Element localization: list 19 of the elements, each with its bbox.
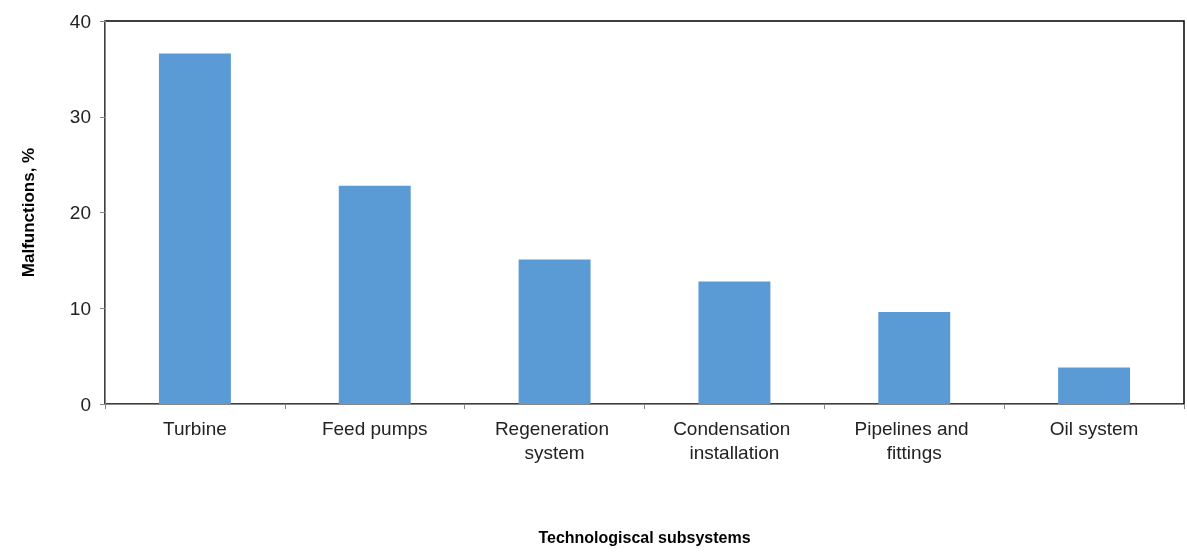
bar: [698, 281, 771, 404]
y-tick-label: 40: [69, 10, 91, 32]
bar: [518, 259, 591, 404]
x-tick-label: Turbine: [163, 417, 227, 439]
x-tick-label: Feed pumps: [321, 417, 428, 439]
bar: [878, 312, 951, 404]
y-tick-label: 30: [69, 106, 91, 128]
x-tick-label: Regeneration system: [494, 417, 615, 463]
bar: [1058, 367, 1131, 404]
bar: [158, 53, 231, 404]
bar: [338, 185, 411, 404]
y-tick-label: 10: [69, 297, 91, 319]
y-tick-label: 20: [69, 202, 91, 223]
x-tick-label: Oil system: [1049, 417, 1139, 439]
y-tick-label: 0: [80, 393, 91, 415]
x-tick-label: Condensation installation: [673, 417, 796, 463]
x-axis-title: Technologiscal subsystems: [538, 528, 751, 546]
y-axis-title: Malfunctions, %: [19, 147, 38, 278]
x-tick-label: Pipelines and fittings: [854, 417, 974, 463]
